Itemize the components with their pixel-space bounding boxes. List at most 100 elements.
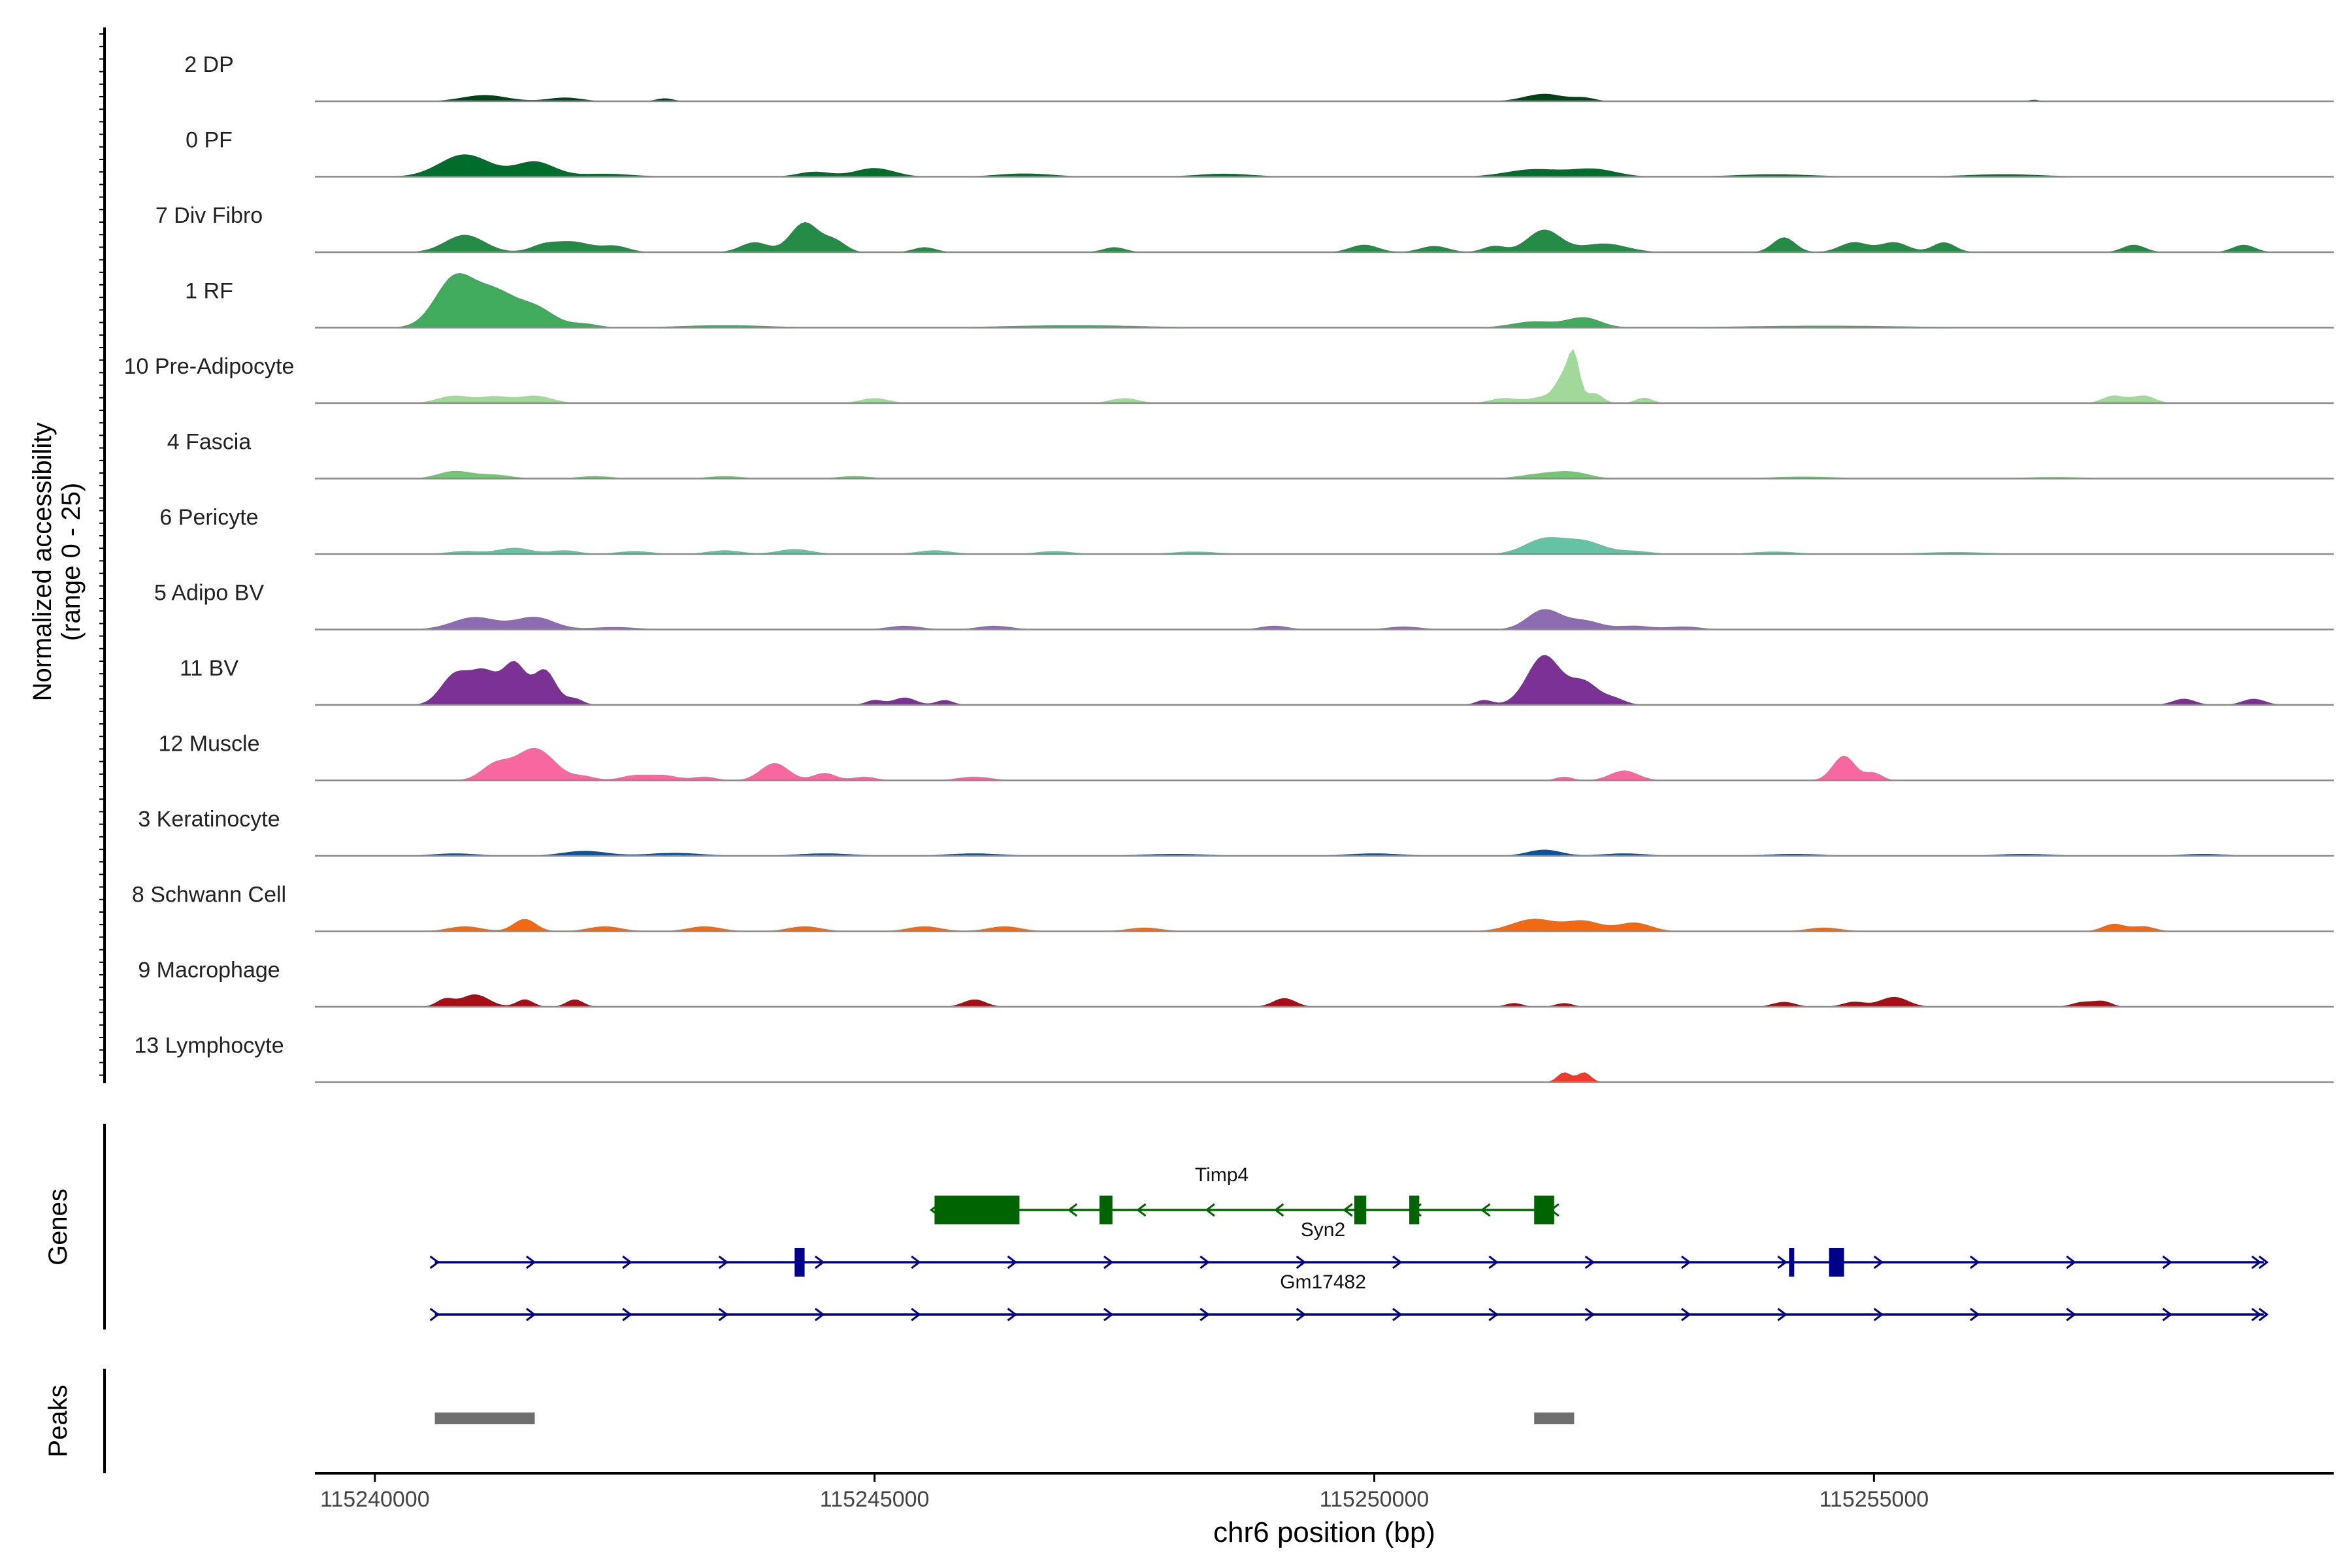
genes-panel-label: Genes [44,1188,73,1266]
gene-label: Timp4 [1195,1164,1249,1186]
strand-arrow [1873,1255,1884,1269]
track-3-keratinocyte: 3 Keratinocyte [138,807,2334,857]
strand-arrow [1777,1255,1788,1269]
track-10-pre-adipocyte: 10 Pre-Adipocyte [124,349,2334,404]
track-label: 10 Pre-Adipocyte [124,354,295,379]
strand-arrow [622,1255,632,1269]
strand-arrow [1488,1307,1499,1322]
coverage-area [315,655,2334,705]
strand-arrow [429,1255,440,1269]
strand-arrow [1681,1307,1691,1322]
x-tick-label: 115255000 [1820,1487,1929,1512]
track-6-pericyte: 6 Pericyte [159,505,2334,555]
exon [1099,1196,1113,1224]
strand-arrow [1480,1203,1491,1217]
x-tick-label: 115245000 [820,1487,930,1512]
exon [794,1248,805,1277]
track-label: 12 Muscle [159,732,260,757]
strand-arrow [622,1307,632,1322]
strand-arrow [1392,1255,1403,1269]
strand-arrow [2259,1307,2269,1322]
strand-arrow [2251,1307,2262,1322]
track-label: 8 Schwann Cell [132,883,286,907]
strand-arrow [2259,1255,2269,1269]
track-8-schwann-cell: 8 Schwann Cell [132,883,2334,932]
track-11-bv: 11 BV [180,655,2334,706]
accessibility-tracks: 2 DP 0 PF 7 Div Fibro 1 RF 10 Pre-Adipocyte 4… [124,52,2334,1083]
exon [1354,1196,1367,1224]
x-axis: 115240000 115245000 115250000 115255000 chr… [315,1472,2334,1548]
track-label: 3 Keratinocyte [138,807,280,832]
track-9-macrophage: 9 Macrophage [138,958,2334,1008]
strand-arrow [1296,1255,1307,1269]
y-axis: Normalized accessibility (range 0 - 25) [28,27,106,1083]
strand-arrow [2162,1255,2173,1269]
peak-region [1534,1413,1575,1424]
strand-arrow [1873,1307,1884,1322]
strand-arrow [718,1307,729,1322]
track-4-fascia: 4 Fascia [167,430,2334,480]
coverage-area [315,994,2334,1007]
track-label: 2 DP [184,52,234,77]
exon [934,1196,1020,1224]
strand-arrow [2251,1255,2262,1269]
track-1-rf: 1 RF [185,273,2334,329]
strand-arrow [2066,1307,2076,1322]
strand-arrow [1007,1255,1018,1269]
strand-arrow [1777,1307,1788,1322]
peaks-panel: Peaks [44,1369,1575,1473]
coverage-area [315,93,2334,101]
strand-arrow [1970,1255,1980,1269]
coverage-area [315,470,2334,479]
coverage-area [315,919,2334,932]
track-label: 9 Macrophage [138,958,280,983]
coverage-area [315,154,2334,177]
genes-panel: Genes Timp4 Syn2 Gm17482 [44,1124,2269,1330]
gene-gm17482: Gm17482 [429,1271,2269,1322]
strand-arrow [1970,1307,1980,1322]
strand-arrow [1584,1307,1595,1322]
strand-arrow [1067,1203,1078,1217]
strand-arrow [815,1307,825,1322]
y-axis-title: Normalized accessibility [28,423,57,702]
strand-arrow [1273,1203,1284,1217]
track-label: 7 Div Fibro [155,203,263,228]
strand-arrow [1392,1307,1403,1322]
coverage-area [315,1072,2334,1083]
track-0-pf: 0 PF [186,128,2334,178]
x-tick-label: 115240000 [320,1487,430,1512]
coverage-area [315,747,2334,781]
strand-arrow [525,1255,536,1269]
coverage-area [315,273,2334,328]
track-label: 4 Fascia [167,430,252,455]
track-13-lymphocyte: 13 Lymphocyte [134,1034,2334,1083]
gene-timp4: Timp4 [929,1164,1560,1224]
exon [1409,1196,1420,1224]
track-label: 6 Pericyte [159,505,258,530]
strand-arrow [815,1255,825,1269]
gene-label: Gm17482 [1280,1271,1366,1293]
gene-syn2: Syn2 [429,1219,2269,1277]
track-label: 5 Adipo BV [154,581,265,606]
strand-arrow [1136,1203,1147,1217]
gene-label: Syn2 [1301,1219,1345,1241]
coverage-area [315,537,2334,554]
strand-arrow [1103,1307,1114,1322]
strand-arrow [718,1255,729,1269]
track-label: 11 BV [180,656,238,681]
exon [1534,1196,1554,1224]
track-5-adipo-bv: 5 Adipo BV [154,581,2334,630]
strand-arrow [429,1307,440,1322]
track-label: 0 PF [186,128,233,153]
strand-arrow [1584,1255,1595,1269]
strand-arrow [1296,1307,1307,1322]
strand-arrow [1007,1307,1018,1322]
coverage-area [315,849,2334,856]
exon [1829,1248,1844,1277]
track-12-muscle: 12 Muscle [159,732,2334,781]
strand-arrow [1205,1203,1215,1217]
coverage-area [315,221,2334,252]
x-tick-label: 115250000 [1320,1487,1429,1512]
track-label: 1 RF [185,279,233,304]
